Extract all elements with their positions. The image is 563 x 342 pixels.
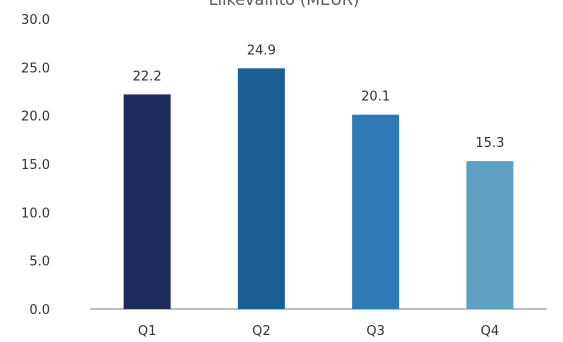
data-label: 22.2 [133, 69, 162, 84]
y-tick-label: 20.0 [21, 110, 50, 125]
y-tick-label: 5.0 [29, 255, 50, 270]
chart-title: Liikevaihto (MEUR) [209, 0, 360, 9]
bar-q1 [123, 94, 171, 310]
data-label: 15.3 [475, 136, 504, 151]
y-tick-label: 25.0 [21, 61, 50, 76]
bars-group [123, 68, 514, 310]
x-tick-label: Q2 [252, 324, 271, 338]
x-tick-label: Q4 [481, 324, 500, 338]
y-tick-label: 30.0 [21, 13, 50, 28]
x-tick-label: Q1 [138, 324, 157, 338]
bar-q2 [237, 68, 285, 309]
y-tick-label: 10.0 [21, 206, 50, 221]
y-tick-label: 0.0 [29, 303, 50, 318]
y-axis-ticks: 0.0 5.0 10.0 15.0 20.0 25.0 30.0 [21, 13, 50, 318]
y-tick-label: 15.0 [21, 158, 50, 173]
data-labels-group: 22.2 24.9 20.1 15.3 [133, 43, 505, 151]
bar-q3 [352, 114, 400, 309]
x-tick-label: Q3 [366, 324, 385, 338]
data-label: 20.1 [361, 90, 390, 105]
bar-q4 [466, 161, 514, 309]
data-label: 24.9 [247, 43, 276, 58]
x-axis-labels: Q1 Q2 Q3 Q4 [138, 324, 500, 339]
